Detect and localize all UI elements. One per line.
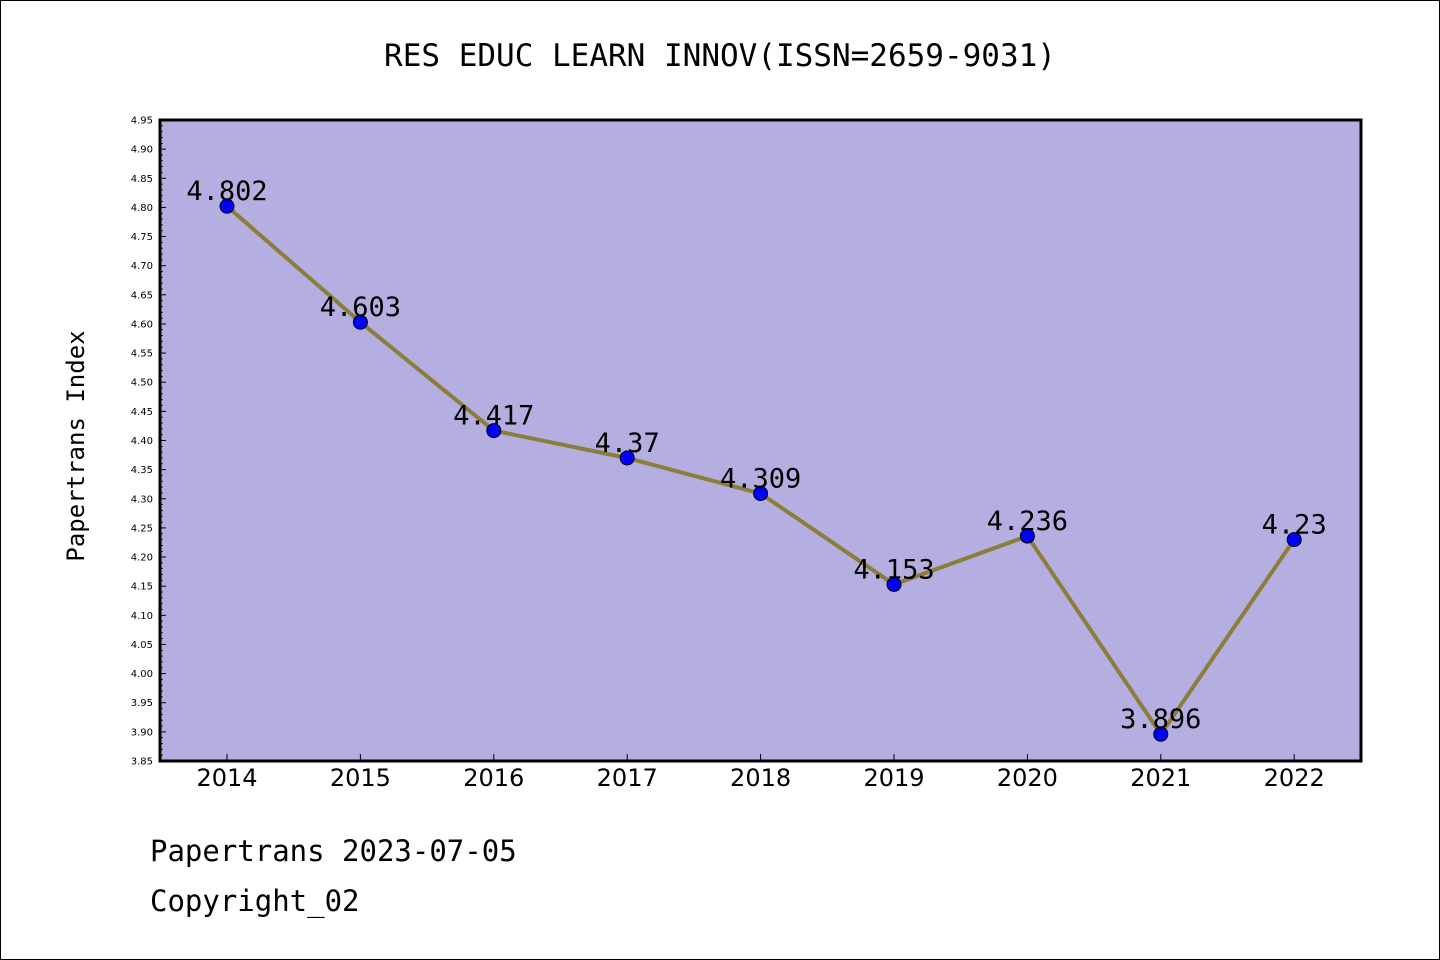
data-label: 4.153 <box>853 554 934 585</box>
y-tick-label: 4.65 <box>131 290 153 301</box>
data-point <box>219 198 235 214</box>
y-tick-label: 4.95 <box>131 116 153 127</box>
x-tick-label: 2017 <box>597 764 658 792</box>
x-tick-label: 2020 <box>997 764 1058 792</box>
y-tick-label: 4.00 <box>131 669 153 680</box>
y-tick-label: 3.90 <box>131 727 153 738</box>
y-tick-label: 4.10 <box>131 611 153 622</box>
data-label: 4.37 <box>595 428 660 459</box>
data-point <box>1019 528 1035 544</box>
y-tick-label: 4.35 <box>131 465 153 476</box>
data-label: 3.896 <box>1120 704 1201 735</box>
y-axis-ticks: 3.85 3.90 3.95 4.00 4.05 4.10 4.15 4.20 4.25 4.30… <box>131 116 166 768</box>
data-point <box>619 450 635 466</box>
y-tick-label: 4.50 <box>131 378 153 389</box>
y-tick-label: 4.40 <box>131 436 153 447</box>
data-point <box>753 486 769 502</box>
data-point <box>486 423 502 439</box>
y-tick-label: 3.95 <box>131 698 153 709</box>
y-tick-label: 4.05 <box>131 640 153 651</box>
data-point <box>886 576 902 592</box>
x-tick-label: 2016 <box>463 764 524 792</box>
footer-date: Papertrans 2023-07-05 <box>150 834 517 868</box>
data-point <box>1153 726 1169 742</box>
data-label: 4.417 <box>453 401 534 432</box>
x-tick-label: 2019 <box>863 764 924 792</box>
y-tick-label: 4.80 <box>131 203 153 214</box>
y-tick-label: 4.70 <box>131 261 153 272</box>
y-tick-label: 4.15 <box>131 582 153 593</box>
y-tick-label: 4.90 <box>131 145 153 156</box>
y-axis-label: Papertrans Index <box>62 330 90 561</box>
y-tick-label: 4.85 <box>131 174 153 185</box>
y-tick-label: 4.45 <box>131 407 153 418</box>
y-tick-label: 4.60 <box>131 319 153 330</box>
y-tick-label: 4.20 <box>131 553 153 564</box>
data-label: 4.23 <box>1262 510 1327 541</box>
data-label: 4.236 <box>987 506 1068 537</box>
data-label: 4.802 <box>186 176 267 207</box>
data-label: 4.309 <box>720 464 801 495</box>
y-tick-label: 4.55 <box>131 349 153 360</box>
x-axis-ticks: 2014 2015 2016 2017 2018 2019 2020 2021 2022 <box>196 754 1325 792</box>
data-label: 4.603 <box>320 292 401 323</box>
plot-area <box>158 118 1363 763</box>
data-point <box>352 314 368 330</box>
chart-title: RES EDUC LEARN INNOV(ISSN=2659-9031) <box>384 38 1056 74</box>
data-labels: 4.802 4.603 4.417 4.37 4.309 4.153 4.236 3.896 4… <box>186 176 1326 735</box>
x-tick-label: 2021 <box>1130 764 1191 792</box>
data-markers <box>219 198 1302 742</box>
y-tick-label: 4.25 <box>131 523 153 534</box>
x-tick-label: 2015 <box>330 764 391 792</box>
data-point <box>1286 532 1302 548</box>
x-tick-label: 2022 <box>1264 764 1325 792</box>
x-tick-label: 2018 <box>730 764 791 792</box>
x-tick-label: 2014 <box>196 764 257 792</box>
y-tick-label: 4.30 <box>131 494 153 505</box>
y-tick-label: 4.75 <box>131 232 153 243</box>
footer-copyright: Copyright_02 <box>150 884 360 918</box>
y-tick-label: 3.85 <box>131 757 153 768</box>
